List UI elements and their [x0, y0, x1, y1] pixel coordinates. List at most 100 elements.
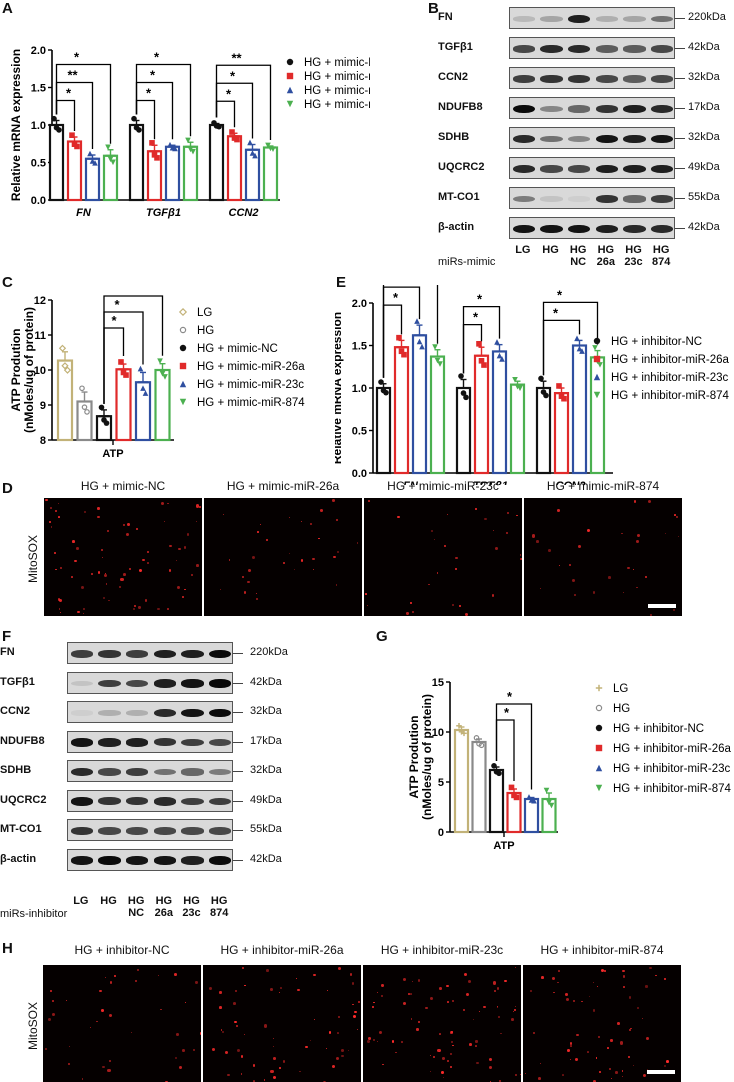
blot-strip: [509, 217, 675, 239]
molecular-weight-label: 55kDa: [688, 191, 720, 203]
svg-text:HG: HG: [197, 325, 214, 337]
blot-strip: [67, 848, 233, 871]
svg-text:HG + inhibitor-miR-26a: HG + inhibitor-miR-26a: [611, 354, 730, 366]
svg-text:LG: LG: [613, 683, 628, 695]
blot-strip: [509, 127, 675, 149]
svg-text:*: *: [557, 287, 563, 302]
blot-strip: [509, 67, 675, 89]
panel-label-f: F: [2, 628, 12, 645]
svg-text:9: 9: [40, 400, 46, 412]
svg-text:HG + inhibitor-miR-23c: HG + inhibitor-miR-23c: [613, 763, 731, 775]
chart-e-mrna-inhibitor: 0.0 0.5 1.0 1.5 2.0 Relative mRNA expression F…: [335, 285, 730, 485]
molecular-weight-label: 42kDa: [688, 41, 720, 53]
blot-strip: [67, 789, 233, 812]
blot-strip: [509, 7, 675, 29]
svg-text:HG + inhibitor-miR-23c: HG + inhibitor-miR-23c: [611, 372, 729, 384]
chart-a-mrna-mimic: 0.0 0.5 1.0 1.5 2.0 Relative mRNA expression F…: [9, 45, 370, 219]
svg-text:*: *: [117, 290, 123, 296]
svg-text:*: *: [553, 305, 559, 320]
molecular-weight-label: 49kDa: [250, 793, 282, 806]
svg-text:TGFβ1: TGFβ1: [473, 480, 508, 485]
blot-row-label: FN: [0, 646, 15, 658]
svg-text:*: *: [226, 86, 232, 101]
blot-row-label: MT-CO1: [438, 191, 480, 203]
lane-label: HG 23c: [624, 244, 643, 268]
svg-text:HG + mimic-NC: HG + mimic-NC: [304, 57, 370, 69]
svg-text:1.5: 1.5: [31, 83, 46, 95]
molecular-weight-label: 42kDa: [250, 675, 282, 688]
svg-text:*: *: [393, 290, 399, 305]
lane-label: HG NC: [127, 895, 145, 919]
image-title: HG + inhibitor-NC: [74, 943, 170, 957]
image-title: HG + mimic-NC: [80, 479, 166, 493]
treatment-group-label: miRs-mimic: [438, 256, 496, 268]
svg-text:Relative mRNA expression: Relative mRNA expression: [335, 312, 344, 464]
panel-label-e: E: [336, 274, 347, 291]
svg-text:**: **: [231, 50, 242, 65]
lane-label: HG 874: [209, 895, 229, 919]
panel-label-g: G: [376, 628, 388, 645]
blot-row-label: β-actin: [0, 852, 37, 865]
svg-text:11: 11: [34, 330, 46, 342]
svg-text:*: *: [507, 689, 513, 704]
lane-label: HG 23c: [182, 895, 201, 919]
svg-text:1.0: 1.0: [352, 383, 367, 395]
svg-text:*: *: [66, 86, 72, 101]
svg-text:*: *: [230, 68, 236, 83]
chart-c-atp-mimic: 8 9 10 11 12 ATP Prodution (nMoles/ug of prote…: [9, 290, 305, 460]
svg-text:*: *: [146, 86, 152, 101]
svg-text:5: 5: [438, 777, 444, 789]
svg-text:ATP: ATP: [493, 840, 514, 852]
svg-text:ATP: ATP: [102, 448, 123, 460]
fluorescence-image: [363, 965, 521, 1082]
image-title: HG + mimic-miR-26a: [226, 479, 340, 493]
blot-row-label: β-actin: [438, 221, 475, 233]
blot-row-label: SDHB: [0, 764, 32, 776]
svg-text:Relative mRNA expression: Relative mRNA expression: [9, 49, 23, 201]
blot-strip: [67, 671, 233, 694]
molecular-weight-label: 220kDa: [688, 11, 726, 23]
blot-row-label: TGFβ1: [438, 41, 473, 53]
blot-row-label: UQCRC2: [0, 793, 47, 806]
svg-text:LG: LG: [197, 307, 212, 319]
molecular-weight-label: 32kDa: [688, 131, 720, 143]
svg-text:1.0: 1.0: [31, 120, 46, 132]
lane-label: HG 26a: [154, 895, 173, 919]
panel-label-a: A: [2, 0, 13, 17]
western-blot-f: FN 220kDa TGFβ1 42kDa CCN2 32kDa NDUFB8 17kDa SD…: [0, 640, 340, 930]
svg-text:8: 8: [40, 435, 46, 447]
svg-text:HG + mimic-miR-874: HG + mimic-miR-874: [304, 99, 370, 111]
scale-bar: [647, 1070, 675, 1074]
image-title: HG + inhibitor-miR-874: [540, 943, 664, 957]
svg-text:HG + mimic-NC: HG + mimic-NC: [197, 343, 278, 355]
blot-row-label: UQCRC2: [438, 161, 485, 173]
lane-label: LG: [73, 895, 89, 907]
blot-row-label: FN: [438, 11, 453, 23]
lane-label: HG: [542, 244, 559, 256]
mitosox-images-h: MitoSOX HG + inhibitor-NC HG + inhibitor-m…: [0, 935, 734, 1082]
fluorescence-image: [43, 965, 201, 1082]
svg-text:FN: FN: [76, 207, 92, 219]
row-label-mitosox: MitoSOX: [26, 534, 40, 583]
blot-row-label: CCN2: [438, 71, 468, 83]
svg-text:HG + mimic-miR-23c: HG + mimic-miR-23c: [304, 85, 370, 97]
blot-row-label: TGFβ1: [0, 675, 35, 688]
molecular-weight-label: 220kDa: [250, 646, 288, 658]
svg-text:12: 12: [34, 295, 46, 307]
svg-text:(nMoles/ug of protein): (nMoles/ug of protein): [420, 694, 434, 820]
svg-text:CCN2: CCN2: [229, 207, 259, 219]
lane-label: LG: [515, 244, 531, 256]
blot-row-label: NDUFB8: [0, 734, 45, 747]
blot-strip: [67, 819, 233, 841]
svg-text:0.0: 0.0: [352, 468, 367, 480]
fluorescence-image: [524, 498, 682, 616]
svg-text:HG: HG: [613, 703, 630, 715]
svg-text:10: 10: [34, 365, 46, 377]
molecular-weight-label: 32kDa: [250, 764, 282, 776]
svg-text:(nMoles/ug of protein): (nMoles/ug of protein): [22, 307, 36, 433]
svg-text:HG + mimic-miR-26a: HG + mimic-miR-26a: [304, 71, 370, 83]
blot-strip: [509, 97, 675, 119]
svg-text:HG + inhibitor-NC: HG + inhibitor-NC: [613, 723, 704, 735]
blot-strip: [509, 157, 675, 179]
mitosox-images-d: MitoSOX HG + mimic-NC HG + mimic-miR-26a HG…: [0, 478, 734, 618]
